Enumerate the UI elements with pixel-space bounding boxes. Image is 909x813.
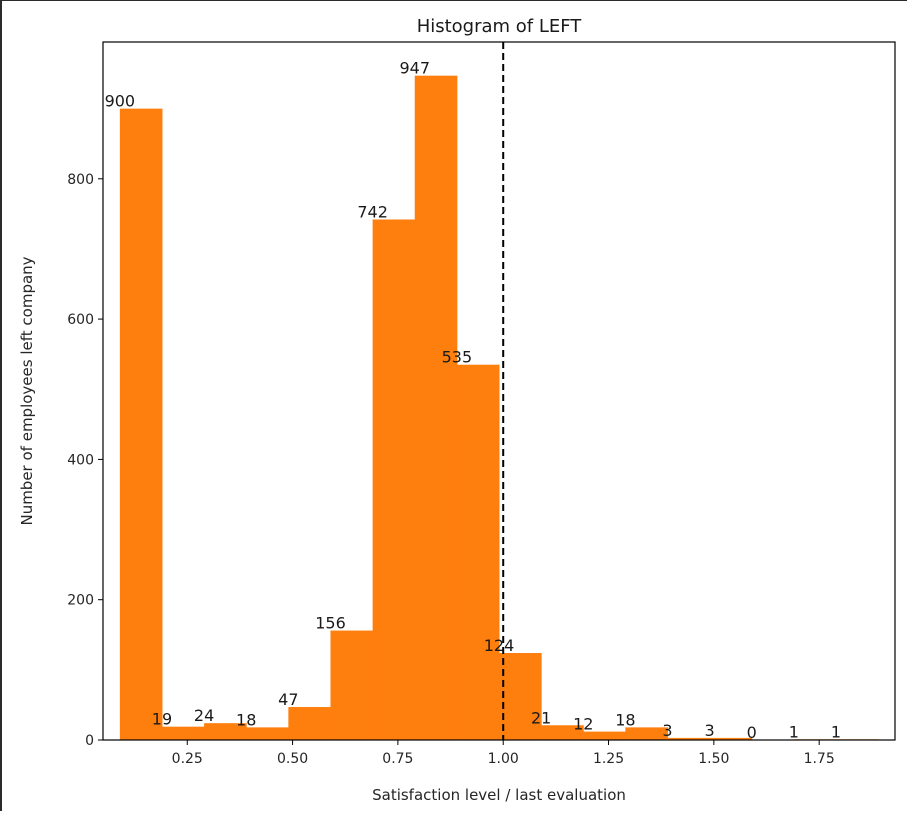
x-axis-ticks: 0.25 0.50 0.75 1.00 1.25 1.50 1.75 [172, 740, 835, 767]
bar-value-label: 742 [357, 202, 388, 221]
x-tick-label: 1.75 [804, 751, 835, 767]
x-tick-label: 0.25 [172, 751, 203, 767]
x-tick-label: 1.00 [488, 751, 519, 767]
x-tick-label: 0.75 [382, 751, 413, 767]
y-tick-label: 400 [67, 452, 94, 468]
histogram-bar [456, 364, 500, 740]
bar-value-label: 900 [105, 92, 136, 111]
bar-value-label: 1 [789, 722, 799, 741]
y-tick-label: 600 [67, 312, 94, 328]
x-tick-label: 0.50 [277, 751, 308, 767]
histogram-bar [414, 75, 458, 740]
bar-value-label: 156 [315, 614, 346, 633]
chart-title: Histogram of LEFT [417, 16, 583, 37]
bar-value-label: 3 [705, 721, 715, 740]
bar-value-label: 21 [531, 708, 551, 727]
histogram-bar [709, 737, 753, 740]
bar-value-label: 18 [615, 710, 635, 729]
x-tick-label: 1.25 [593, 751, 624, 767]
y-axis-ticks: 0 200 400 600 800 [67, 172, 103, 749]
y-axis-title: Number of employees left company [18, 256, 36, 525]
histogram-bar [541, 725, 584, 740]
bar-value-label: 0 [747, 723, 757, 742]
y-tick-label: 0 [85, 733, 94, 749]
x-axis-title: Satisfaction level / last evaluation [372, 786, 626, 804]
bar-value-label: 18 [236, 710, 256, 729]
histogram-bar [119, 108, 163, 741]
bar-labels-group: 900 19 24 18 47 156 742 947 535 124 21 12 18 3 3 0 1 1 [105, 59, 842, 742]
histogram-bar [625, 727, 669, 740]
y-tick-label: 200 [67, 593, 94, 609]
bar-value-label: 24 [194, 706, 214, 725]
histogram-bar [246, 727, 289, 740]
histogram-bar [583, 731, 626, 740]
bars-group [119, 75, 879, 741]
histogram-bar [667, 737, 711, 740]
histogram-bar [499, 653, 542, 740]
bar-value-label: 124 [484, 636, 515, 655]
plot-area-frame [102, 41, 896, 741]
histogram-bar [204, 723, 247, 740]
bar-value-label: 947 [399, 59, 430, 78]
histogram-bar [330, 630, 374, 740]
histogram-bar [161, 726, 205, 740]
histogram-bar [288, 707, 331, 740]
x-tick-label: 1.50 [698, 751, 729, 767]
bar-value-label: 12 [573, 715, 593, 734]
histogram-bar [372, 219, 416, 741]
y-tick-label: 800 [67, 172, 94, 188]
bar-value-label: 19 [152, 710, 172, 729]
bar-value-label: 1 [831, 722, 841, 741]
bar-value-label: 3 [662, 721, 672, 740]
bar-value-label: 47 [278, 690, 298, 709]
bar-value-label: 535 [442, 348, 473, 367]
